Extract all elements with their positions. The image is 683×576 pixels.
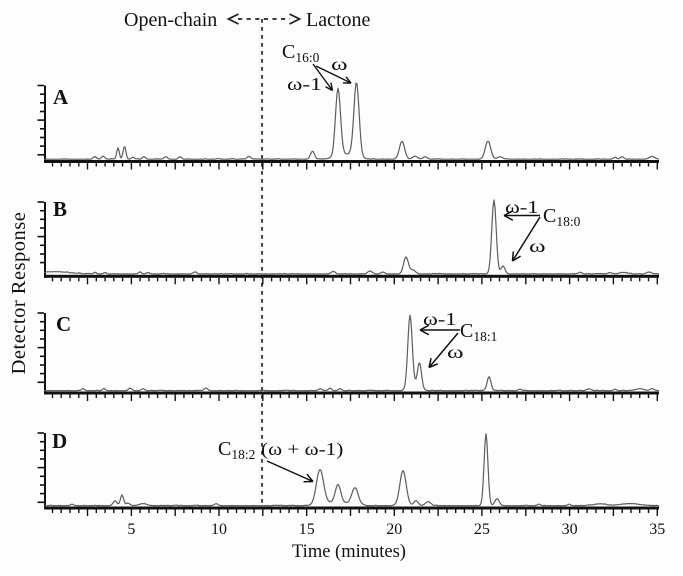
svg-text:Open-chain: Open-chain — [124, 9, 217, 31]
svg-text:(ω + ω-1): (ω + ω-1) — [261, 439, 343, 459]
svg-text:25: 25 — [474, 521, 490, 538]
svg-text:15: 15 — [299, 521, 315, 538]
svg-text:ω-1: ω-1 — [287, 74, 322, 95]
svg-text:Detector Response: Detector Response — [8, 212, 30, 375]
svg-text:ω: ω — [331, 54, 348, 75]
svg-text:C: C — [56, 312, 71, 336]
svg-text:ω: ω — [447, 342, 464, 363]
svg-text:5: 5 — [127, 521, 135, 538]
svg-text:20: 20 — [386, 521, 402, 538]
svg-text:ω-1: ω-1 — [505, 198, 539, 217]
svg-text:30: 30 — [562, 521, 578, 538]
svg-text:35: 35 — [649, 521, 665, 538]
svg-text:Time (minutes): Time (minutes) — [292, 542, 406, 562]
svg-text:D: D — [52, 429, 67, 453]
svg-text:Lactone: Lactone — [306, 9, 371, 31]
svg-text:ω: ω — [529, 236, 546, 257]
svg-text:10: 10 — [211, 521, 227, 538]
svg-text:B: B — [53, 197, 67, 221]
svg-text:A: A — [53, 85, 69, 109]
